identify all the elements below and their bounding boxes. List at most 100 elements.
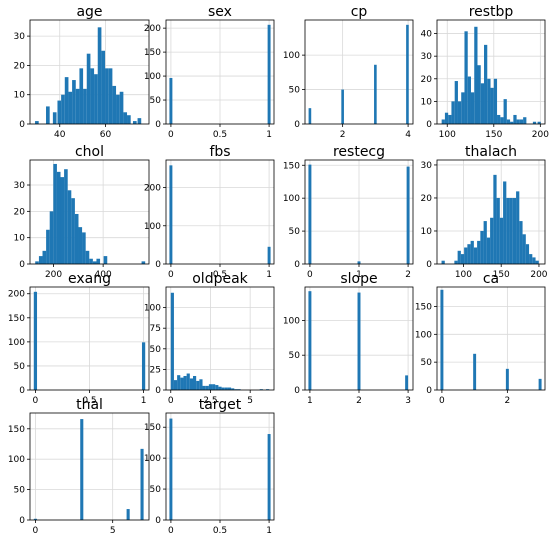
axes-frame-cp	[304, 19, 414, 125]
bar-age	[52, 112, 57, 124]
bar-thalach	[470, 240, 474, 264]
y-tick-label-slope: 50	[289, 351, 301, 361]
bar-chol	[64, 169, 68, 264]
y-tick-label-exang: 50	[14, 362, 26, 372]
bar-restbp	[480, 83, 485, 124]
bar-thal	[126, 509, 130, 520]
x-tick-label-target: 0	[168, 526, 174, 534]
y-tick-label-exang: 0	[19, 386, 25, 396]
bar-oldpeak	[205, 385, 209, 390]
x-tick-label-cp: 4	[405, 130, 411, 140]
y-tick-label-cp: 50	[289, 86, 301, 96]
bar-ca	[440, 289, 444, 390]
x-tick-label-oldpeak: 2.5	[203, 396, 217, 406]
panel-title-fbs: fbs	[209, 144, 230, 160]
y-tick-label-age: 30	[14, 32, 26, 42]
bar-thalach	[457, 250, 461, 264]
x-tick-label-restecg: 1	[356, 270, 362, 280]
y-tick-label-target: 100	[144, 454, 161, 464]
plot-area-cp	[305, 20, 413, 124]
x-tick-label-target: 1	[266, 526, 272, 534]
bar-oldpeak	[218, 386, 222, 390]
bar-thalach	[460, 254, 465, 264]
x-tick-label-age: 40	[54, 130, 66, 140]
x-tick-label-exang: 0.5	[82, 396, 96, 406]
y-tick-label-chol: 10	[14, 234, 26, 244]
bar-chol	[92, 261, 97, 264]
y-tick-label-restecg: 0	[294, 260, 300, 270]
bar-age	[105, 68, 109, 124]
bar-oldpeak	[208, 384, 213, 390]
bar-age	[57, 100, 62, 124]
bar-restbp	[457, 101, 462, 124]
bar-restbp	[487, 78, 491, 124]
bar-oldpeak	[234, 389, 238, 390]
plot-area-ca	[437, 287, 545, 390]
x-tick-label-thal: 5	[110, 526, 116, 534]
y-tick-label-restecg: 150	[283, 161, 300, 171]
bar-thalach	[522, 234, 526, 264]
bar-thalach	[464, 247, 468, 264]
x-tick-label-ca: 2	[504, 396, 510, 406]
y-tick-label-sex: 50	[150, 96, 162, 106]
bar-restbp	[516, 119, 520, 124]
bar-exang	[141, 342, 146, 390]
bar-chol	[89, 258, 93, 264]
bar-restbp	[493, 78, 498, 124]
bar-oldpeak	[227, 387, 232, 390]
bar-oldpeak	[189, 378, 193, 390]
bar-fbs	[267, 246, 271, 264]
y-tick-label-sex: 150	[144, 48, 161, 58]
x-tick-label-sex: 1	[266, 130, 272, 140]
bar-oldpeak	[193, 375, 197, 390]
bar-oldpeak	[212, 384, 216, 390]
x-tick-label-exang: 1	[141, 396, 147, 406]
y-tick-label-ca: 150	[415, 302, 432, 312]
bar-chol	[42, 250, 47, 264]
x-tick-label-fbs: 1	[266, 270, 272, 280]
x-tick-label-age: 60	[100, 130, 112, 140]
y-tick-label-restecg: 100	[283, 194, 300, 204]
y-tick-label-age: 0	[19, 120, 25, 130]
bar-exang	[33, 291, 38, 390]
panel-title-exang: exang	[68, 271, 111, 287]
bar-restecg	[308, 164, 312, 264]
bar-slope	[308, 291, 312, 390]
bar-oldpeak	[259, 389, 263, 390]
y-tick-label-oldpeak: 0	[155, 386, 161, 396]
bar-chol	[85, 250, 90, 264]
x-tick-label-thalach: 100	[455, 270, 472, 280]
axes-frame-oldpeak	[165, 286, 275, 391]
bar-thalach	[486, 237, 491, 264]
bar-age	[137, 118, 142, 124]
bar-oldpeak	[177, 375, 181, 390]
bar-restbp	[441, 119, 445, 124]
bar-age	[35, 121, 39, 124]
y-tick-label-thalach: 10	[421, 227, 433, 237]
bar-thalach	[529, 254, 533, 264]
axes-frame-ca	[436, 286, 546, 391]
bar-restbp	[510, 121, 514, 124]
bar-age	[46, 106, 50, 124]
y-tick-label-thal: 100	[8, 455, 25, 465]
bar-slope	[357, 292, 361, 390]
bar-chol	[56, 171, 61, 264]
bar-thalach	[503, 181, 507, 264]
y-tick-label-thal: 150	[8, 425, 25, 435]
bar-restbp	[537, 121, 541, 124]
bar-oldpeak	[180, 377, 184, 390]
bar-oldpeak	[224, 387, 228, 390]
bar-chol	[60, 177, 65, 264]
bar-age	[75, 88, 80, 124]
y-tick-label-ca: 0	[426, 386, 432, 396]
y-tick-label-thal: 0	[19, 516, 25, 526]
y-tick-label-cp: 100	[283, 51, 300, 61]
bar-restbp	[464, 31, 468, 124]
bar-thalach	[490, 217, 494, 264]
bar-restbp	[532, 121, 537, 124]
x-tick-label-restbp: 100	[439, 130, 456, 140]
bar-thalach	[483, 221, 487, 264]
bar-restecg	[406, 166, 410, 264]
